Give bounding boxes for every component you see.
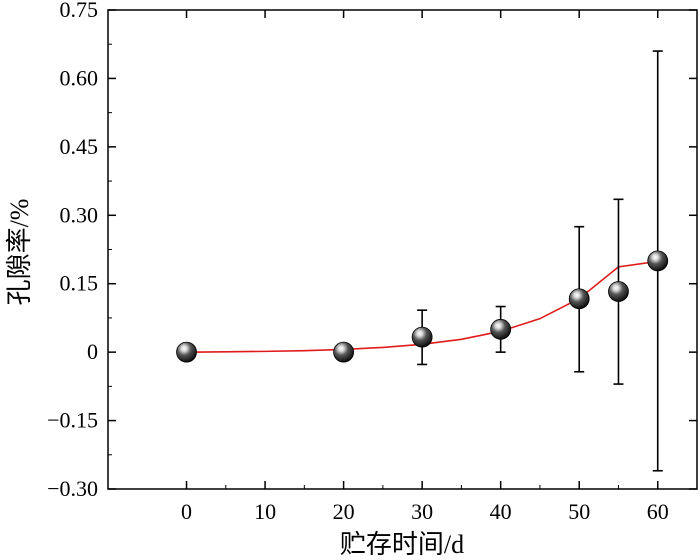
data-point (608, 281, 629, 302)
x-tick-label: 0 (181, 499, 192, 524)
y-tick-label: 0.15 (60, 271, 99, 296)
y-tick-label: 0.60 (60, 65, 99, 90)
y-tick-label: −0.15 (47, 408, 98, 433)
data-point (490, 318, 512, 340)
y-tick-label: 0.45 (60, 134, 99, 159)
data-point (333, 341, 355, 363)
x-axis: 0 10 20 30 40 50 60 (181, 10, 669, 524)
x-tick-label: 40 (490, 499, 512, 524)
x-axis-title: 贮存时间/d (340, 530, 464, 559)
y-tick-label: 0.75 (60, 0, 99, 22)
y-tick-label: 0.30 (60, 202, 99, 227)
x-tick-label: 60 (647, 499, 669, 524)
y-axis-title: 孔隙率/% (5, 199, 34, 306)
y-axis: −0.30 −0.15 0 0.15 0.30 0.45 0.60 0.75 (47, 0, 697, 501)
x-tick-label: 50 (568, 499, 590, 524)
data-point (568, 288, 590, 310)
plot-frame (107, 9, 698, 490)
data-point (176, 341, 197, 363)
y-tick-label: 0 (87, 339, 98, 364)
data-point (411, 326, 433, 348)
data-points-layer (176, 250, 669, 363)
y-tick-label: −0.30 (47, 476, 98, 501)
data-point (647, 250, 669, 272)
error-bars-layer (417, 50, 663, 472)
x-tick-label: 20 (333, 499, 355, 524)
x-tick-label: 30 (411, 499, 433, 524)
x-tick-label: 10 (254, 499, 276, 524)
